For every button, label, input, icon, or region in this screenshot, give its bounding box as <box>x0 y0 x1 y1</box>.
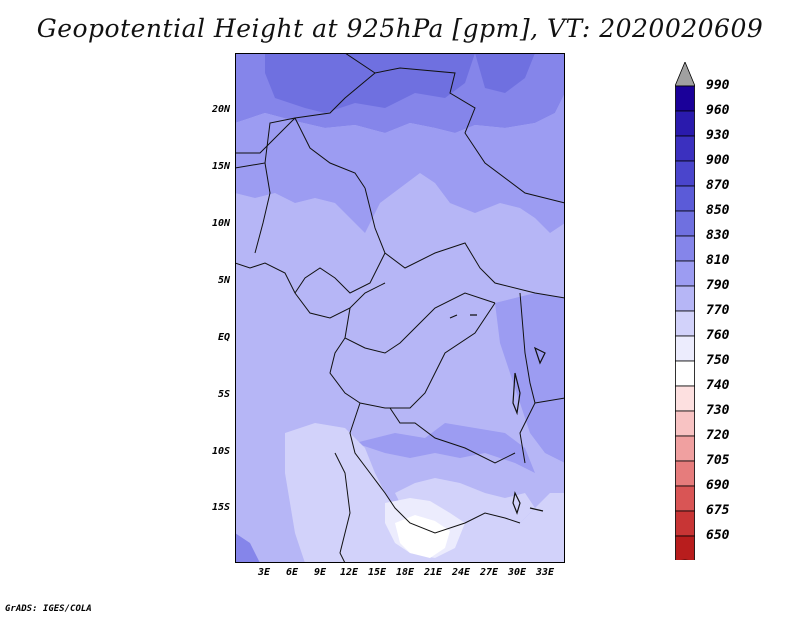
colorbar-level-label: 960 <box>706 103 730 118</box>
colorbar-segment <box>675 110 695 137</box>
colorbar-level-label: 850 <box>706 203 730 218</box>
map-frame <box>235 53 565 563</box>
colorbar-level-label: 720 <box>706 428 730 443</box>
colorbar-segment <box>675 335 695 362</box>
lon-tick-9e: 9E <box>314 567 327 578</box>
colorbar-segment <box>675 435 695 462</box>
colorbar-segment <box>675 410 695 437</box>
colorbar-segment <box>675 535 695 560</box>
colorbar-level-label: 790 <box>706 278 730 293</box>
lon-tick-15e: 15E <box>368 567 387 578</box>
lat-tick-20n: 20N <box>211 104 230 115</box>
map-title: Geopotential Height at 925hPa [gpm], VT:… <box>36 14 764 43</box>
lat-tick-10s: 10S <box>211 446 230 457</box>
contour-770 <box>285 423 565 563</box>
contour-white <box>395 515 450 558</box>
colorbar-segment <box>675 185 695 212</box>
colorbar-segment <box>675 485 695 512</box>
lat-tick-eq: EQ <box>217 332 230 343</box>
colorbar-segment <box>675 285 695 312</box>
lat-tick-15s: 15S <box>211 502 230 513</box>
lakes <box>449 314 546 515</box>
lon-tick-21e: 21E <box>424 567 443 578</box>
lon-tick-12e: 12E <box>340 567 359 578</box>
colorbar <box>675 62 695 560</box>
colorbar-segment <box>675 460 695 487</box>
lat-tick-15n: 15N <box>211 161 230 172</box>
contour-830 <box>235 93 565 233</box>
map-panel <box>235 53 565 563</box>
contour-830-east <box>495 293 565 463</box>
lon-tick-3e: 3E <box>258 567 271 578</box>
contour-830-mid <box>355 423 535 473</box>
colorbar-segment <box>675 310 695 337</box>
colorbar-segment <box>675 510 695 537</box>
colorbar-segment <box>675 135 695 162</box>
lon-tick-33e: 33E <box>536 567 555 578</box>
lon-tick-6e: 6E <box>286 567 299 578</box>
colorbar-level-label: 705 <box>706 453 730 468</box>
colorbar-segment <box>675 360 695 387</box>
colorbar-level-label: 675 <box>706 503 730 518</box>
colorbar-level-label: 990 <box>706 78 730 93</box>
colorbar-level-label: 870 <box>706 178 730 193</box>
colorbar-segment <box>675 160 695 187</box>
colorbar-segment <box>675 210 695 237</box>
lat-tick-5s: 5S <box>217 389 230 400</box>
contour-850-top <box>265 53 475 113</box>
colorbar-level-label: 900 <box>706 153 730 168</box>
colorbar-segment <box>675 85 695 112</box>
colorbar-level-label: 750 <box>706 353 730 368</box>
colorbar-segment <box>675 260 695 287</box>
lon-tick-24e: 24E <box>452 567 471 578</box>
lon-tick-18e: 18E <box>396 567 415 578</box>
colorbar-level-label: 650 <box>706 528 730 543</box>
footer-credit: GrADS: IGES/COLA <box>5 604 92 614</box>
lon-tick-27e: 27E <box>480 567 499 578</box>
colorbar-segment <box>675 385 695 412</box>
colorbar-level-label: 740 <box>706 378 730 393</box>
colorbar-top-arrow <box>675 62 695 87</box>
colorbar-level-label: 930 <box>706 128 730 143</box>
colorbar-level-label: 760 <box>706 328 730 343</box>
colorbar-segment <box>675 235 695 262</box>
contour-sw-corner <box>235 533 260 563</box>
country-borders <box>235 53 565 563</box>
lat-tick-10n: 10N <box>211 218 230 229</box>
colorbar-level-label: 770 <box>706 303 730 318</box>
lon-tick-30e: 30E <box>508 567 527 578</box>
lat-tick-5n: 5N <box>217 275 230 286</box>
colorbar-level-label: 830 <box>706 228 730 243</box>
contour-850-ne <box>475 53 535 93</box>
colorbar-level-label: 810 <box>706 253 730 268</box>
colorbar-level-label: 730 <box>706 403 730 418</box>
colorbar-level-label: 690 <box>706 478 730 493</box>
